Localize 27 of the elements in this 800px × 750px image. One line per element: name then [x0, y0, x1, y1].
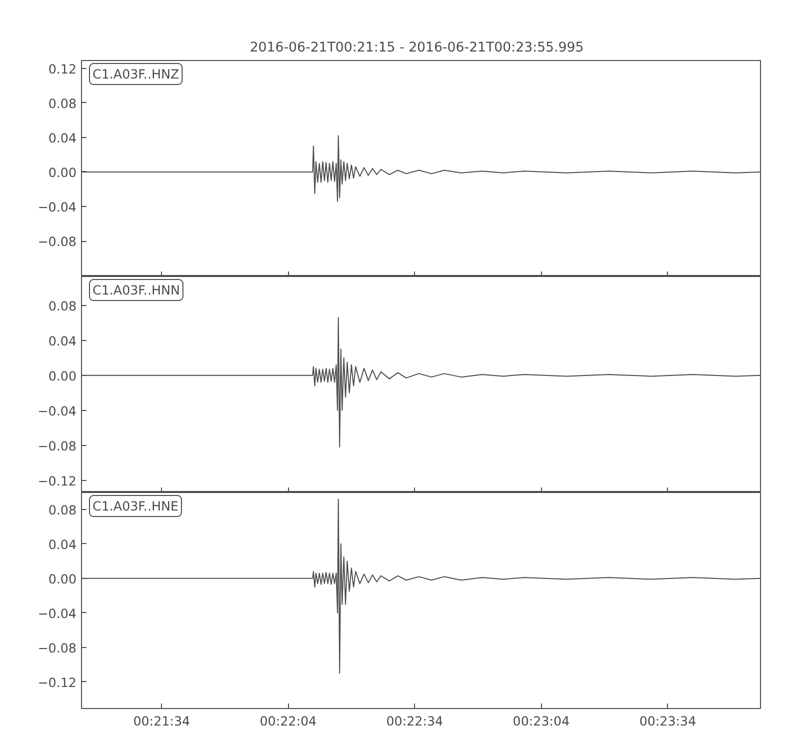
annotation: C1.A03F..HNZ [92, 66, 180, 82]
x-tick-label: 00:22:04 [260, 714, 317, 728]
x-tick-label: 00:21:34 [133, 714, 190, 728]
y-tick-label: 0.12 [48, 61, 77, 76]
y-tick-label: 0.00 [48, 368, 77, 384]
y-tick-label: −0.08 [38, 438, 77, 454]
y-tick-label: −0.04 [38, 403, 77, 418]
chart-title: 2016-06-21T00:21:15 - 2016-06-21T00:23:55.995 [250, 40, 584, 56]
y-tick-label: −0.08 [38, 640, 77, 656]
y-tick-label: 0.00 [48, 571, 77, 586]
y-tick-label: 0.04 [48, 333, 77, 348]
y-tick-label: 0.08 [48, 96, 77, 111]
y-tick-label: −0.04 [38, 606, 77, 621]
y-tick-label: −0.12 [38, 473, 77, 488]
y-tick-label: 0.08 [48, 298, 77, 314]
y-tick-label: −0.08 [38, 234, 77, 250]
y-tick-label: 0.00 [48, 164, 77, 180]
annotation: C1.A03F..HNN [92, 282, 180, 298]
annotation: C1.A03F..HNE [92, 498, 178, 514]
y-tick-label: −0.04 [38, 200, 77, 215]
y-tick-label: 0.08 [48, 502, 77, 518]
y-tick-label: 0.04 [48, 130, 77, 146]
y-tick-label: −0.12 [38, 674, 77, 690]
y-tick-label: 0.04 [48, 536, 77, 552]
x-tick-label: 00:23:04 [512, 714, 570, 728]
x-tick-label: 00:22:34 [386, 714, 444, 728]
x-tick-label: 00:23:34 [639, 714, 696, 728]
